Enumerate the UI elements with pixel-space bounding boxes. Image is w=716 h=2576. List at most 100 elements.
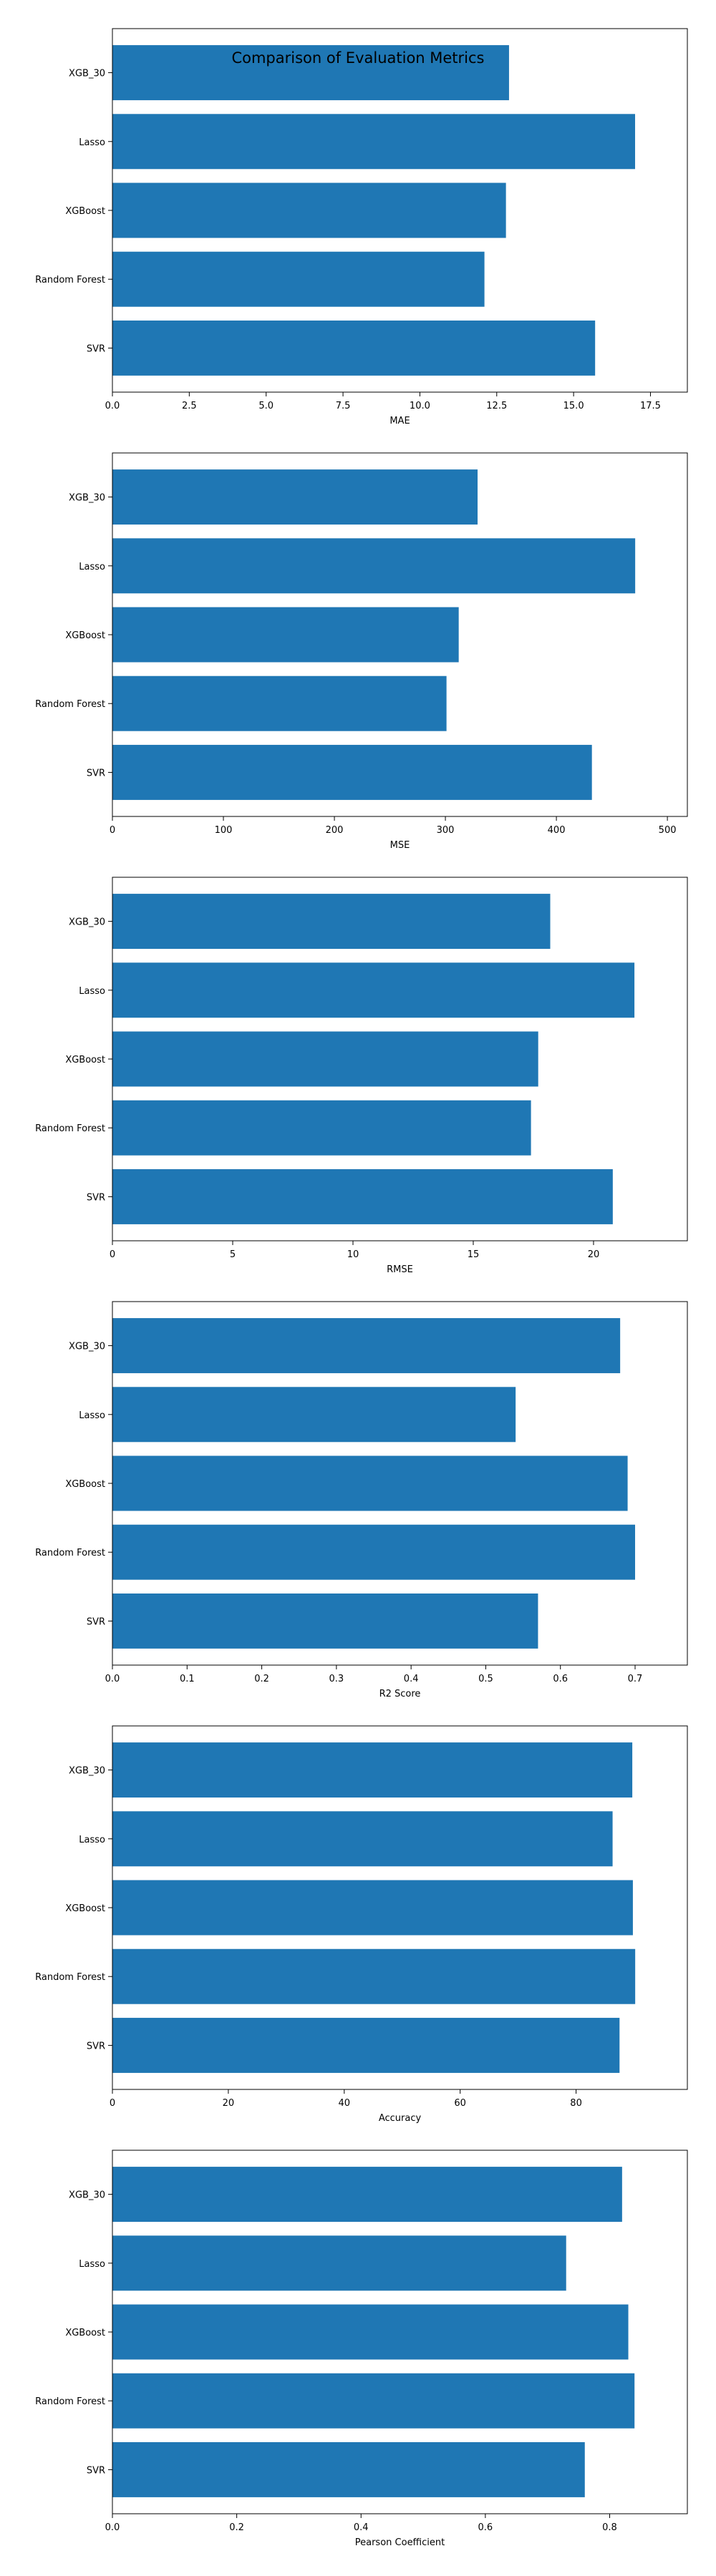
x-tick-label: 0.4 — [404, 1674, 419, 1684]
bar — [112, 1318, 621, 1374]
y-tick-label: Lasso — [79, 1835, 105, 1845]
bar — [112, 744, 592, 800]
x-tick-label: 60 — [454, 2098, 466, 2109]
bar — [112, 538, 636, 594]
y-tick-label: XGBoost — [65, 2328, 105, 2338]
chart-panel-rmse: SVR Random Forest XGBoost Lasso XGB_30 0 5 10 15… — [35, 877, 688, 1275]
x-tick-label: 0.2 — [254, 1674, 269, 1684]
y-tick-label: SVR — [87, 343, 105, 354]
bar — [112, 2441, 585, 2497]
bar — [112, 1880, 633, 1936]
x-tick-label: 40 — [339, 2098, 351, 2109]
x-tick-label: 0.7 — [628, 1674, 643, 1684]
x-tick-label: 5 — [230, 1249, 236, 1260]
bar — [112, 2235, 566, 2291]
y-tick-label: SVR — [87, 1616, 105, 1627]
bar — [112, 251, 485, 307]
y-tick-label: XGB_30 — [69, 493, 105, 504]
y-tick-label: Random Forest — [35, 699, 105, 710]
bar — [112, 45, 509, 101]
y-tick-label: Lasso — [79, 562, 105, 572]
x-tick-label: 15 — [468, 1249, 480, 1260]
bar — [112, 1948, 636, 2004]
x-axis-label: RMSE — [387, 1264, 413, 1275]
y-tick-label: XGB_30 — [69, 1766, 105, 1777]
x-tick-label: 0.6 — [478, 2522, 493, 2533]
x-tick-label: 0.2 — [229, 2522, 244, 2533]
x-tick-label: 200 — [326, 825, 344, 836]
x-tick-label: 0.5 — [478, 1674, 493, 1684]
x-axis-label: MAE — [390, 416, 410, 426]
bar — [112, 2017, 620, 2073]
x-tick-label: 0 — [110, 2098, 115, 2109]
x-tick-label: 0.8 — [602, 2522, 617, 2533]
figure-title: Comparison of Evaluation Metrics — [231, 49, 484, 67]
bar — [112, 1100, 531, 1156]
y-tick-label: SVR — [87, 2041, 105, 2051]
x-tick-label: 12.5 — [486, 401, 507, 411]
chart-panel-accuracy: SVR Random Forest XGBoost Lasso XGB_30 0 20 40 6… — [35, 1725, 688, 2124]
y-tick-label: XGBoost — [65, 630, 105, 641]
x-tick-label: 400 — [548, 825, 566, 836]
x-tick-label: 0.1 — [180, 1674, 195, 1684]
x-tick-label: 10.0 — [410, 401, 430, 411]
y-tick-label: XGBoost — [65, 1903, 105, 1914]
x-tick-label: 15.0 — [563, 401, 584, 411]
bar — [112, 675, 447, 731]
chart-panel-pearson-coefficient: SVR Random Forest XGBoost Lasso XGB_30 0.0 0.2… — [35, 2150, 688, 2548]
bar — [112, 1524, 635, 1580]
y-tick-label: Random Forest — [35, 275, 105, 286]
y-tick-label: SVR — [87, 2465, 105, 2476]
y-tick-label: Random Forest — [35, 1123, 105, 1134]
bar — [112, 1387, 516, 1443]
y-tick-label: XGBoost — [65, 1479, 105, 1490]
bar — [112, 962, 635, 1018]
bar — [112, 1031, 538, 1087]
x-axis-label: MSE — [390, 840, 410, 851]
bar — [112, 2304, 629, 2360]
x-axis-label: R2 Score — [379, 1689, 421, 1699]
x-axis-label: Accuracy — [379, 2113, 422, 2124]
x-tick-label: 7.5 — [336, 401, 351, 411]
bar — [112, 469, 478, 525]
x-tick-label: 0.0 — [105, 401, 120, 411]
y-tick-label: Lasso — [79, 2259, 105, 2270]
x-tick-label: 0 — [110, 1249, 115, 1260]
y-tick-label: XGB_30 — [69, 69, 105, 79]
x-tick-label: 100 — [215, 825, 233, 836]
y-tick-label: XGBoost — [65, 206, 105, 217]
x-tick-label: 0.6 — [553, 1674, 568, 1684]
x-tick-label: 2.5 — [182, 401, 197, 411]
x-tick-label: 300 — [437, 825, 455, 836]
bar — [112, 1811, 613, 1867]
x-tick-label: 0.0 — [105, 1674, 120, 1684]
bar — [112, 182, 506, 238]
x-tick-label: 500 — [659, 825, 677, 836]
bar — [112, 1169, 613, 1224]
bar — [112, 2373, 635, 2429]
x-axis-label: Pearson Coefficient — [355, 2537, 445, 2548]
y-tick-label: XGBoost — [65, 1055, 105, 1065]
bar — [112, 1455, 628, 1511]
x-tick-label: 0 — [110, 825, 115, 836]
bar — [112, 320, 596, 376]
x-tick-label: 0.3 — [329, 1674, 344, 1684]
x-tick-label: 80 — [570, 2098, 582, 2109]
bar — [112, 607, 459, 663]
y-tick-label: XGB_30 — [69, 917, 105, 928]
x-tick-label: 0.4 — [354, 2522, 369, 2533]
x-tick-label: 5.0 — [258, 401, 274, 411]
x-tick-label: 0.0 — [105, 2522, 120, 2533]
bar — [112, 1593, 538, 1649]
y-tick-label: Random Forest — [35, 1972, 105, 1983]
bar — [112, 2167, 622, 2223]
x-tick-label: 20 — [223, 2098, 235, 2109]
chart-panel-mse: SVR Random Forest XGBoost Lasso XGB_30 0 100 20… — [35, 452, 688, 851]
y-tick-label: Lasso — [79, 1410, 105, 1421]
x-tick-label: 10 — [347, 1249, 359, 1260]
y-tick-label: Random Forest — [35, 1548, 105, 1558]
y-tick-label: SVR — [87, 768, 105, 779]
x-tick-label: 20 — [588, 1249, 600, 1260]
bar — [112, 1742, 633, 1798]
